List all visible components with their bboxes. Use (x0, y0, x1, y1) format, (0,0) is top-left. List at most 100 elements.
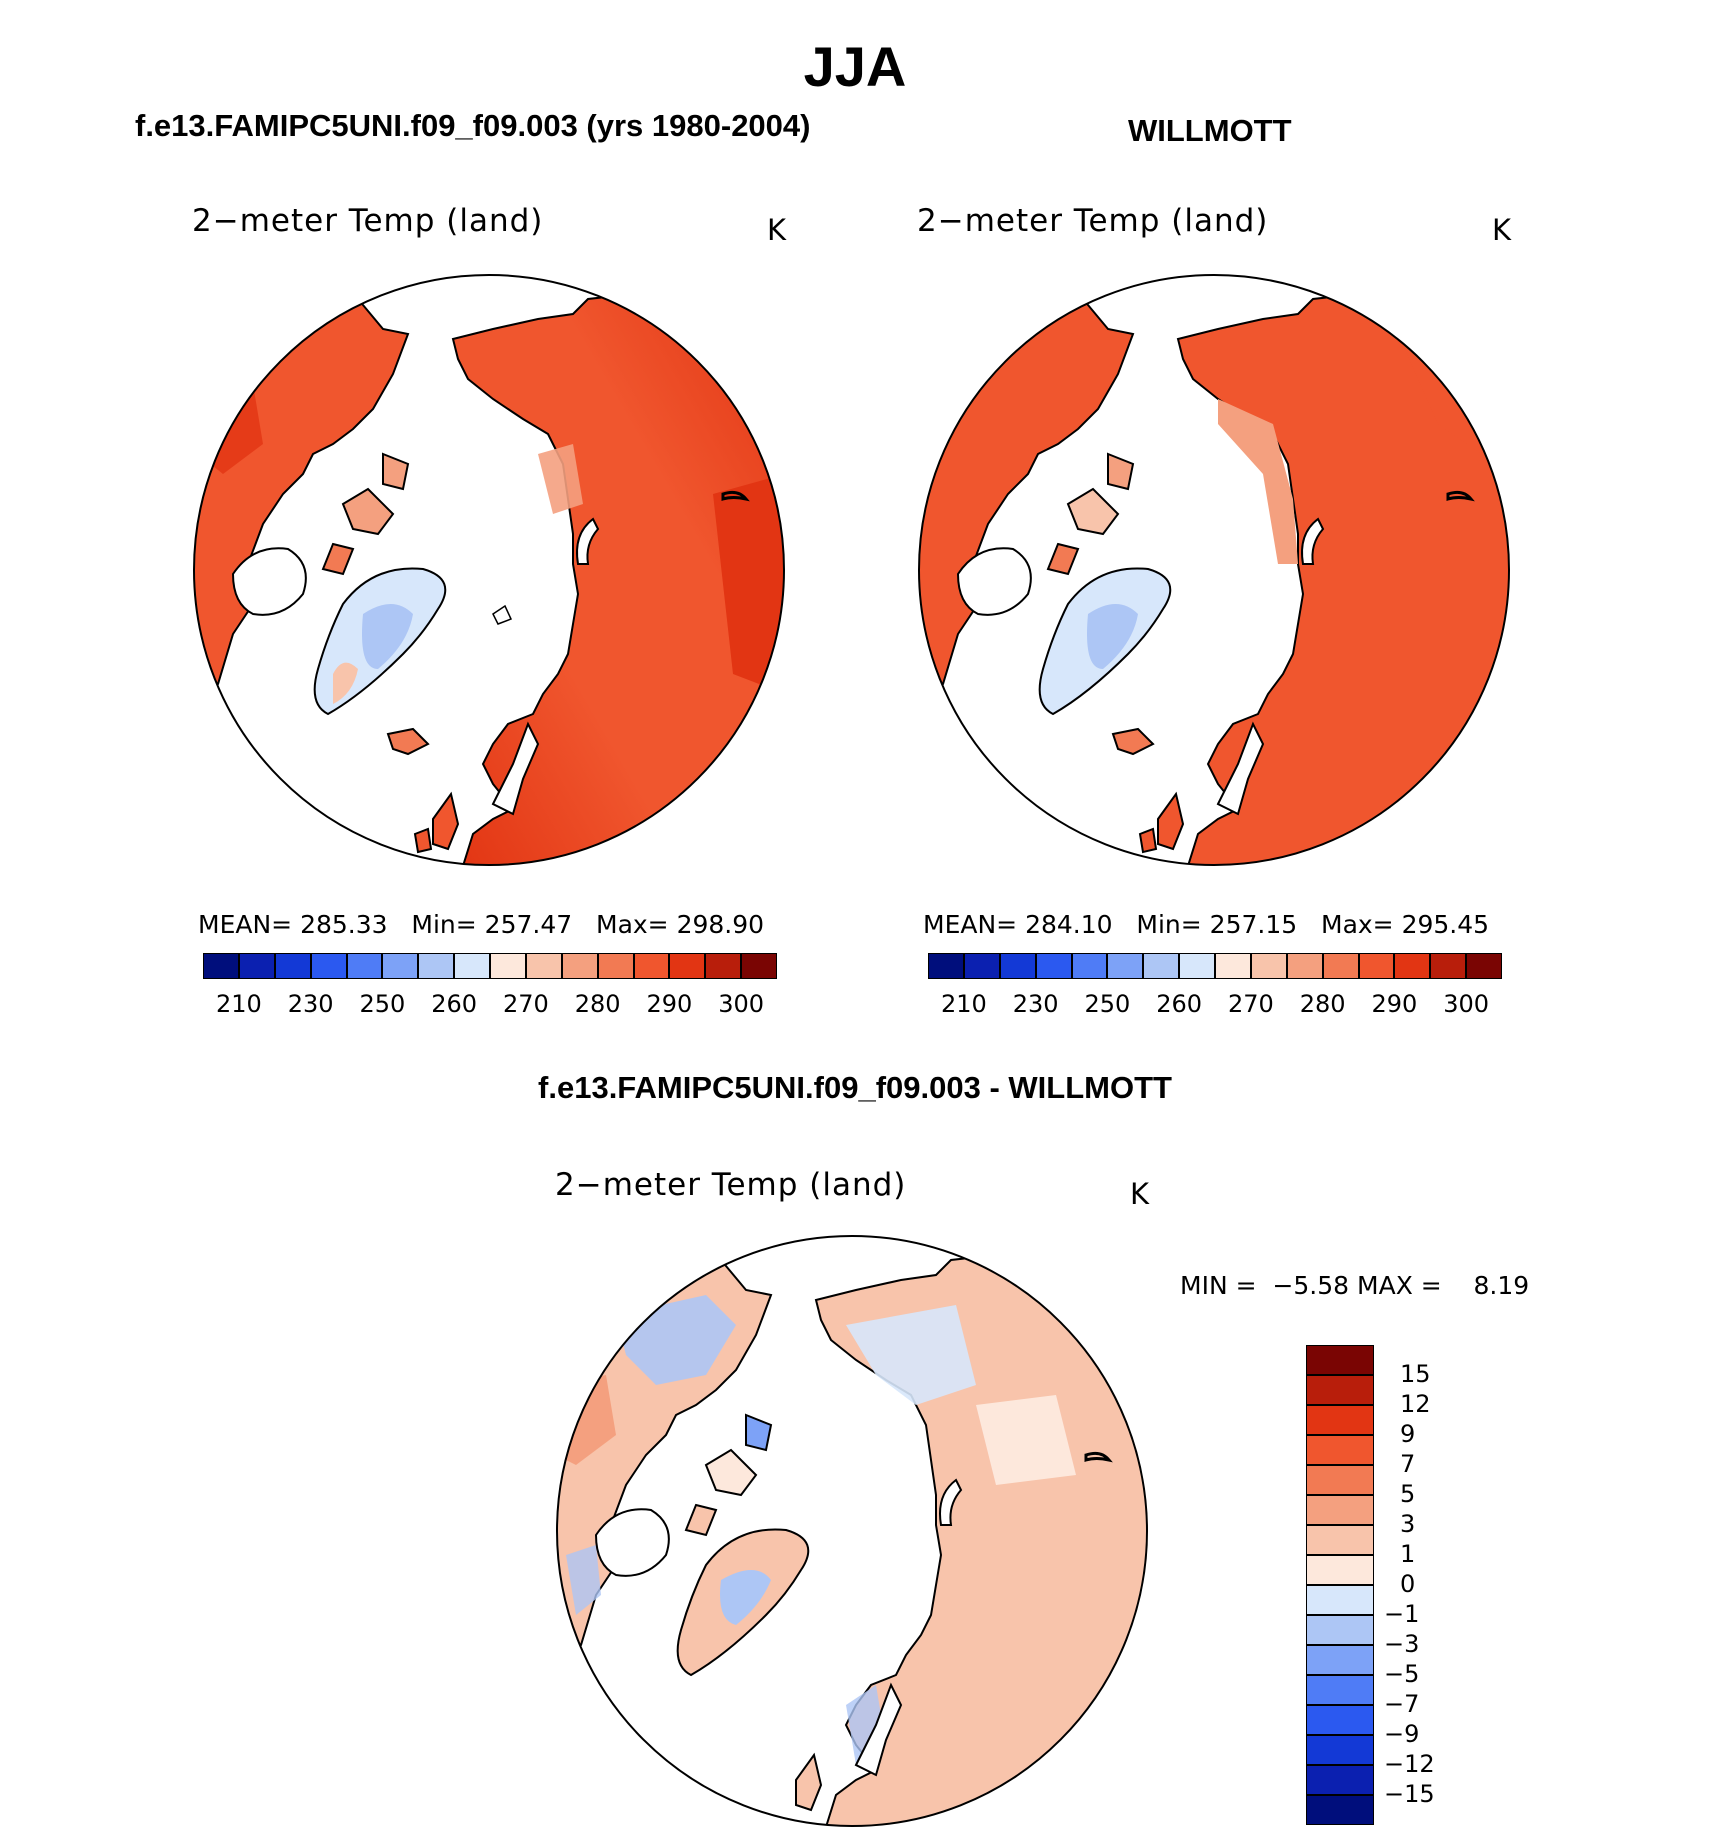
colorbar-tick-label: 7 (1400, 1450, 1416, 1478)
colorbar-swatch (1306, 1555, 1374, 1585)
panel-diff-colorbar (1306, 1345, 1374, 1825)
colorbar-tick-label: −3 (1384, 1630, 1420, 1658)
colorbar-swatch (1466, 953, 1502, 979)
colorbar-swatch (1306, 1465, 1374, 1495)
panel-obs-colorbar-ticks: 210 230 250 260 270 280 290 300 (928, 990, 1502, 1020)
colorbar-swatch (561, 953, 598, 979)
colorbar-swatch (382, 953, 419, 979)
colorbar-tick-label: 12 (1400, 1390, 1431, 1418)
colorbar-swatch (1358, 953, 1395, 979)
colorbar-swatch (963, 953, 1000, 979)
colorbar-swatch (418, 953, 455, 979)
colorbar-tick-label: 250 (1084, 990, 1131, 1018)
panel-obs-max: 295.45 (1401, 910, 1490, 939)
colorbar-swatch (1306, 1645, 1374, 1675)
main-title: JJA (803, 35, 907, 98)
panel-obs-variable: 2−meter Temp (land) (917, 203, 1269, 239)
colorbar-swatch (1306, 1495, 1374, 1525)
colorbar-swatch (346, 953, 383, 979)
colorbar-swatch (203, 953, 239, 979)
colorbar-swatch (1306, 1435, 1374, 1465)
panel-model-unit: K (767, 213, 787, 247)
colorbar-swatch (1306, 1525, 1374, 1555)
colorbar-swatch (1179, 953, 1215, 979)
colorbar-tick-label: 260 (431, 990, 478, 1018)
colorbar-tick-label: −5 (1384, 1660, 1420, 1688)
panel-obs-header: WILLMOTT (1128, 113, 1292, 148)
colorbar-swatch (1306, 1795, 1374, 1825)
colorbar-swatch (1306, 1405, 1374, 1435)
panel-obs-unit: K (1492, 213, 1512, 247)
panel-model-stats: MEAN= 285.33 Min= 257.47 Max= 298.90 (198, 910, 765, 939)
panel-model-mean: 285.33 (300, 910, 388, 939)
panel-diff-unit: K (1130, 1177, 1150, 1211)
panel-obs-mean: 284.10 (1025, 910, 1113, 939)
colorbar-tick-label: 290 (1371, 990, 1418, 1018)
colorbar-swatch (705, 953, 742, 979)
panel-model-map (193, 274, 785, 866)
british-isles (1157, 791, 1185, 851)
colorbar-tick-label: −9 (1384, 1720, 1420, 1748)
colorbar-swatch (1306, 1615, 1374, 1645)
panel-diff-header: f.e13.FAMIPC5UNI.f09_f09.003 - WILLMOTT (538, 1070, 1172, 1105)
panel-diff-max: 8.19 (1473, 1271, 1530, 1300)
colorbar-swatch (633, 953, 670, 979)
colorbar-tick-label: 250 (359, 990, 406, 1018)
iceland (386, 727, 430, 756)
colorbar-tick-label: 210 (215, 990, 262, 1018)
colorbar-tick-label: −15 (1384, 1780, 1435, 1808)
colorbar-swatch (1306, 1345, 1374, 1375)
colorbar-swatch (1322, 953, 1359, 979)
colorbar-swatch (1071, 953, 1108, 979)
colorbar-swatch (1306, 1675, 1374, 1705)
panel-model-max: 298.90 (676, 910, 765, 939)
colorbar-swatch (1143, 953, 1180, 979)
panel-obs-colorbar (928, 953, 1502, 979)
colorbar-swatch (274, 953, 311, 979)
colorbar-tick-label: 5 (1400, 1480, 1416, 1508)
colorbar-tick-label: 0 (1400, 1570, 1416, 1598)
british-isles (795, 1752, 823, 1812)
colorbar-tick-label: 270 (1227, 990, 1274, 1018)
colorbar-swatch (1394, 953, 1431, 979)
colorbar-swatch (1250, 953, 1287, 979)
colorbar-swatch (999, 953, 1036, 979)
colorbar-swatch (1306, 1765, 1374, 1795)
colorbar-tick-label: 210 (940, 990, 987, 1018)
colorbar-swatch (310, 953, 347, 979)
colorbar-swatch (1306, 1705, 1374, 1735)
colorbar-tick-label: 230 (1012, 990, 1059, 1018)
colorbar-tick-label: 270 (502, 990, 549, 1018)
colorbar-tick-label: 3 (1400, 1510, 1416, 1538)
colorbar-tick-label: −7 (1384, 1690, 1420, 1718)
colorbar-swatch (597, 953, 634, 979)
hudson-bay (231, 547, 307, 616)
panel-diff-variable: 2−meter Temp (land) (555, 1167, 907, 1203)
panel-model-colorbar (203, 953, 777, 979)
panel-obs-map (918, 274, 1510, 866)
panel-model-variable: 2−meter Temp (land) (192, 203, 544, 239)
colorbar-swatch (238, 953, 275, 979)
colorbar-swatch (741, 953, 777, 979)
colorbar-swatch (490, 953, 526, 979)
colorbar-swatch (1215, 953, 1251, 979)
colorbar-tick-label: −12 (1384, 1750, 1435, 1778)
colorbar-tick-label: 15 (1400, 1360, 1431, 1388)
colorbar-swatch (669, 953, 706, 979)
colorbar-tick-label: 300 (1443, 990, 1490, 1018)
colorbar-tick-label: 260 (1156, 990, 1203, 1018)
colorbar-swatch (1306, 1585, 1374, 1615)
colorbar-tick-label: 300 (718, 990, 765, 1018)
colorbar-tick-label: 280 (1299, 990, 1346, 1018)
panel-model-header: f.e13.FAMIPC5UNI.f09_f09.003 (yrs 1980-2… (135, 108, 811, 143)
colorbar-tick-label: 280 (574, 990, 621, 1018)
british-isles (432, 791, 460, 851)
colorbar-swatch (1035, 953, 1072, 979)
panel-diff-min: −5.58 (1272, 1271, 1350, 1300)
colorbar-tick-label: −1 (1384, 1600, 1420, 1628)
colorbar-tick-label: 9 (1400, 1420, 1416, 1448)
colorbar-tick-label: 290 (646, 990, 693, 1018)
colorbar-tick-label: 1 (1400, 1540, 1416, 1568)
colorbar-swatch (1286, 953, 1323, 979)
colorbar-swatch (928, 953, 964, 979)
